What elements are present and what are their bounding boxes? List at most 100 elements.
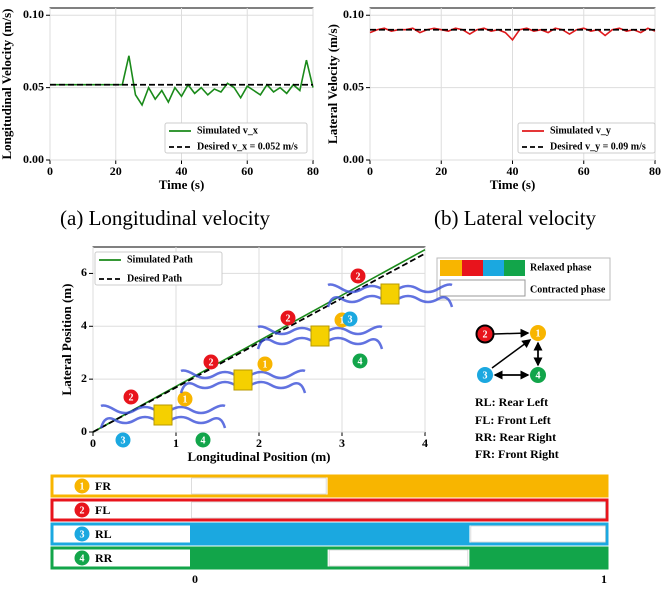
leg-name: FR bbox=[95, 479, 111, 493]
y-tick-label: 0.00 bbox=[23, 152, 44, 166]
leg-badge bbox=[74, 478, 90, 494]
leg-id: 1 bbox=[263, 359, 268, 370]
leg-key: RL: Rear Left bbox=[475, 395, 548, 409]
phase-legend-label: Relaxed phase bbox=[530, 262, 592, 273]
x-tick-label: 40 bbox=[507, 164, 519, 178]
y-tick-label: 0.00 bbox=[343, 152, 364, 166]
leg-key: FR: Front Right bbox=[475, 447, 559, 461]
x-tick-label: 80 bbox=[649, 164, 661, 178]
leg-badge bbox=[74, 550, 90, 566]
leg-badge bbox=[475, 324, 495, 344]
leg-id: 4 bbox=[536, 370, 541, 381]
leg-name: RR bbox=[95, 551, 113, 565]
x-tick-label: 3 bbox=[339, 436, 345, 450]
leg-badge bbox=[74, 502, 90, 518]
leg-badge bbox=[280, 310, 296, 326]
y-tick-label: 0.05 bbox=[23, 79, 44, 93]
leg-name: FL bbox=[95, 503, 110, 517]
robot-leg bbox=[397, 283, 453, 294]
leg-id: 3 bbox=[483, 370, 488, 381]
leg-id: 2 bbox=[286, 313, 291, 324]
robot-leg bbox=[256, 336, 313, 350]
x-tick-label: 1 bbox=[173, 436, 179, 450]
legend-label: Simulated Path bbox=[127, 254, 193, 265]
robot bbox=[179, 369, 307, 394]
leg-id: 4 bbox=[80, 553, 85, 564]
gait-phase bbox=[328, 549, 469, 567]
gait-arrows bbox=[491, 328, 543, 380]
x-tick-label: 20 bbox=[110, 164, 122, 178]
legend-frame bbox=[94, 251, 223, 286]
phase-swatch bbox=[483, 260, 504, 276]
x-tick-label: 0 bbox=[367, 164, 373, 178]
robot-leg bbox=[327, 325, 383, 336]
gait-phase bbox=[470, 525, 606, 543]
caption: (b) Lateral velocity bbox=[434, 206, 597, 230]
x-tick-label: 2 bbox=[256, 436, 262, 450]
phase-swatch bbox=[462, 260, 483, 276]
robot-leg bbox=[170, 404, 226, 415]
x-tick-label: 1 bbox=[601, 572, 607, 586]
leg-id: 2 bbox=[209, 357, 214, 368]
leg-id: 3 bbox=[348, 314, 353, 325]
x-tick-label: 4 bbox=[422, 436, 428, 450]
leg-id: 1 bbox=[536, 328, 541, 339]
gait-phase bbox=[191, 501, 606, 519]
y-tick-label: 0.05 bbox=[343, 79, 364, 93]
robot-leg bbox=[100, 404, 156, 415]
leg-badge bbox=[195, 432, 211, 448]
gait-phase bbox=[469, 548, 607, 568]
y-tick-label: 4 bbox=[81, 318, 87, 332]
robot-leg bbox=[327, 283, 383, 294]
x-tick-label: 0 bbox=[192, 572, 198, 586]
phase-swatch bbox=[504, 260, 525, 276]
leg-id: 3 bbox=[121, 435, 126, 446]
robot-leg bbox=[170, 415, 227, 429]
gait-phase bbox=[190, 548, 328, 568]
leg-id: 1 bbox=[340, 315, 345, 326]
leg-key: RR: Rear Right bbox=[475, 430, 556, 444]
robot-body bbox=[380, 283, 400, 305]
leg-badge bbox=[203, 354, 219, 370]
leg-id: 2 bbox=[80, 505, 85, 516]
leg-badge bbox=[257, 356, 273, 372]
x-axis-label: Time (s) bbox=[159, 177, 205, 192]
caption: (a) Longitudinal velocity bbox=[60, 206, 270, 230]
leg-id: 1 bbox=[80, 481, 85, 492]
x-tick-label: 0 bbox=[90, 436, 96, 450]
x-tick-label: 80 bbox=[307, 164, 319, 178]
robot bbox=[256, 325, 384, 350]
y-tick-label: 2 bbox=[81, 371, 87, 385]
x-tick-label: 0 bbox=[47, 164, 53, 178]
gait-phase bbox=[190, 524, 470, 544]
legend-label: Desired v_x = 0.052 m/s bbox=[197, 141, 298, 152]
leg-id: 4 bbox=[358, 356, 363, 367]
legend-label: Simulated v_x bbox=[197, 125, 258, 136]
x-tick-label: 20 bbox=[435, 164, 447, 178]
leg-badge bbox=[530, 325, 546, 341]
legend-label: Simulated v_y bbox=[550, 125, 611, 136]
leg-name: RL bbox=[95, 527, 112, 541]
y-tick-label: 6 bbox=[81, 265, 87, 279]
robot-body bbox=[233, 369, 253, 391]
y-axis-label: Longitudinal Velocity (m/s) bbox=[0, 9, 14, 160]
gait-phase bbox=[327, 476, 607, 496]
robot-leg bbox=[250, 369, 306, 380]
phase-swatch bbox=[439, 279, 526, 297]
leg-badge bbox=[115, 432, 131, 448]
x-tick-label: 60 bbox=[578, 164, 590, 178]
leg-id: 4 bbox=[201, 435, 206, 446]
leg-id: 1 bbox=[183, 394, 188, 405]
robot-leg bbox=[397, 294, 454, 308]
leg-id: 3 bbox=[80, 529, 85, 540]
x-axis-label: Time (s) bbox=[490, 177, 536, 192]
x-tick-label: 40 bbox=[176, 164, 188, 178]
leg-badge bbox=[352, 353, 368, 369]
leg-id: 2 bbox=[129, 392, 134, 403]
phase-legend-label: Contracted phase bbox=[530, 284, 606, 295]
robot bbox=[99, 404, 227, 429]
robot-body bbox=[153, 404, 173, 426]
leg-badge bbox=[477, 367, 493, 383]
robot-leg bbox=[326, 294, 383, 308]
